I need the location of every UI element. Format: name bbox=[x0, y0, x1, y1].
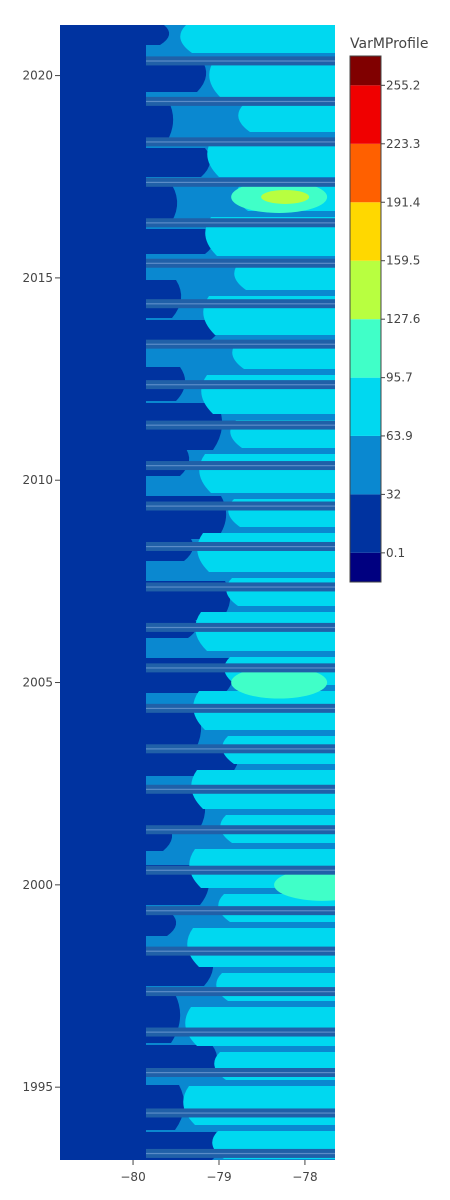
contour-region-level-3 bbox=[180, 25, 335, 53]
gap-band-line bbox=[146, 991, 335, 993]
colorbar-swatches bbox=[350, 56, 381, 582]
colorbar-swatch bbox=[350, 494, 381, 553]
gap-band-line bbox=[146, 262, 335, 264]
contour-region-level-1 bbox=[146, 229, 215, 254]
plot-area bbox=[60, 25, 335, 1160]
y-axis: 1995 2000 2005 2010 2015 2020 bbox=[22, 69, 60, 1094]
contour-region-level-1 bbox=[146, 913, 177, 936]
colorbar-swatch bbox=[350, 260, 381, 320]
contour-region-level-3 bbox=[183, 1086, 335, 1125]
x-tick-label: −79 bbox=[206, 1170, 231, 1184]
contour-region-level-3 bbox=[207, 138, 335, 177]
gap-band-line bbox=[146, 626, 335, 629]
contour-region-level-1 bbox=[146, 100, 174, 146]
contour-region-level-1 bbox=[146, 320, 219, 341]
gap-band-line bbox=[146, 222, 335, 224]
contour-region-level-3 bbox=[226, 578, 335, 606]
y-tick-label: 2000 bbox=[22, 878, 53, 892]
colorbar-title: VarMProfile bbox=[350, 36, 428, 52]
contour-region-level-3 bbox=[197, 533, 335, 572]
colorbar-tick-label: 255.2 bbox=[386, 78, 420, 92]
colorbar-swatch bbox=[350, 377, 381, 436]
colorbar-swatch bbox=[350, 435, 381, 495]
colorbar-tick-label: 159.5 bbox=[386, 254, 420, 268]
gap-band-line bbox=[146, 1112, 335, 1114]
gap-band-line bbox=[146, 100, 335, 103]
contour-region-level-3 bbox=[185, 1007, 335, 1046]
gap-band-line bbox=[146, 545, 335, 548]
gap-band-line bbox=[146, 465, 335, 467]
colorbar-swatch bbox=[350, 143, 381, 203]
colorbar-swatch bbox=[350, 319, 381, 378]
contour-region-level-1 bbox=[146, 185, 178, 227]
y-tick-label: 2015 bbox=[22, 271, 53, 285]
contour-region-level-1 bbox=[146, 1085, 185, 1130]
y-tick-label: 2005 bbox=[22, 676, 53, 690]
colorbar-tick-label: 127.6 bbox=[386, 312, 420, 326]
gap-band-line bbox=[146, 707, 335, 710]
contour-region-level-1 bbox=[146, 658, 235, 693]
y-tick-label: 1995 bbox=[22, 1080, 53, 1094]
contour-region-level-1 bbox=[146, 59, 207, 92]
gap-band-line bbox=[146, 505, 335, 507]
colorbar-tick-label: 63.9 bbox=[386, 429, 413, 443]
contour-region-level-3 bbox=[234, 262, 335, 290]
colorbar-tick-label: 0.1 bbox=[386, 546, 405, 560]
contour-region-level-3 bbox=[209, 59, 335, 98]
gap-band-line bbox=[146, 1152, 335, 1155]
gap-band-line bbox=[146, 1072, 335, 1074]
gap-band-line bbox=[146, 141, 335, 143]
data-gap-bands bbox=[146, 56, 335, 1158]
colorbar-swatch bbox=[350, 552, 381, 582]
contour-patch-peak bbox=[261, 189, 310, 204]
colorbar-tick-label: 95.7 bbox=[386, 371, 413, 385]
contour-patch bbox=[231, 666, 328, 699]
gap-band-line bbox=[146, 788, 335, 790]
gap-band-line bbox=[146, 424, 335, 426]
contour-region-level-1 bbox=[146, 148, 211, 177]
gap-band-line bbox=[146, 60, 335, 62]
contour-patch bbox=[274, 868, 335, 901]
contour-region-level-1 bbox=[146, 280, 182, 318]
gap-band-line bbox=[146, 829, 335, 831]
colorbar-tick-label: 191.4 bbox=[386, 195, 420, 209]
gap-band-line bbox=[146, 586, 335, 588]
colorbar-swatch bbox=[350, 202, 381, 261]
x-tick-label: −80 bbox=[120, 1170, 145, 1184]
gap-band-line bbox=[146, 1031, 335, 1033]
gap-band-line bbox=[146, 667, 335, 669]
colorbar-ticks: 0.1 32 63.9 95.7 127.6 159.5 191.4 223.3 255.2 bbox=[381, 78, 420, 560]
contour-region-level-1 bbox=[146, 25, 170, 45]
gap-band-line bbox=[146, 748, 335, 750]
contour-region-level-3 bbox=[238, 104, 335, 132]
gap-band-line bbox=[146, 181, 335, 184]
gap-band-line bbox=[146, 950, 335, 952]
x-axis: −80 −79 −78 bbox=[120, 1160, 318, 1184]
contour-region-level-3 bbox=[216, 973, 335, 1001]
x-tick-label: −78 bbox=[292, 1170, 317, 1184]
gap-band-line bbox=[146, 303, 335, 305]
gap-band-line bbox=[146, 910, 335, 912]
colorbar-tick-label: 223.3 bbox=[386, 137, 420, 151]
contour-region-level-3 bbox=[199, 454, 335, 493]
y-tick-label: 2010 bbox=[22, 473, 53, 487]
y-tick-label: 2020 bbox=[22, 69, 53, 83]
contour-region-level-1 bbox=[146, 446, 190, 476]
gap-band-line bbox=[146, 869, 335, 871]
gap-band-line bbox=[146, 343, 335, 345]
colorbar-swatch bbox=[350, 85, 381, 144]
colorbar-swatch bbox=[350, 56, 381, 86]
colorbar: VarMProfile 0.1 32 63.9 95.7 127.6 159.5 191.4… bbox=[349, 36, 428, 583]
gap-band-line bbox=[146, 384, 335, 386]
contour-region-level-1 bbox=[146, 790, 206, 834]
colorbar-tick-label: 32 bbox=[386, 487, 401, 501]
contour-region-level-1 bbox=[146, 707, 202, 755]
